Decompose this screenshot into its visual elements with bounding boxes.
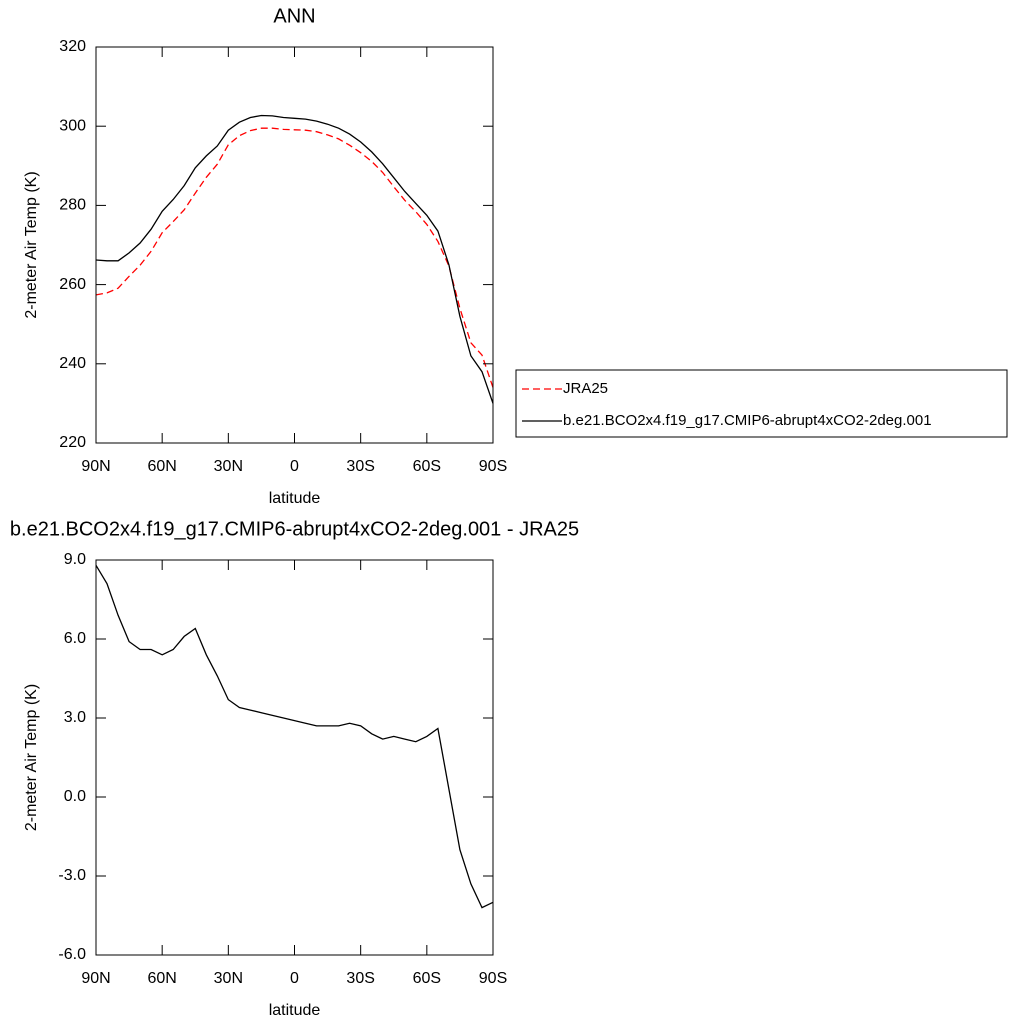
data-line [95, 127, 494, 388]
x-tick-label: 60S [413, 458, 441, 475]
x-tick-label: 0 [290, 970, 299, 987]
x-axis-label: latitude [269, 1002, 321, 1019]
y-axis-label: 2-meter Air Temp (K) [23, 171, 40, 318]
y-tick-label: 300 [59, 117, 86, 134]
data-line [95, 114, 494, 404]
legend-box [515, 369, 1008, 438]
x-tick-label: 90N [81, 970, 110, 987]
y-tick-label: 3.0 [64, 709, 86, 726]
legend-label: b.e21.BCO2x4.f19_g17.CMIP6-abrupt4xCO2-2… [563, 412, 932, 429]
y-tick-label: 240 [59, 355, 86, 372]
x-tick-label: 60N [147, 458, 176, 475]
y-tick-label: -3.0 [58, 867, 86, 884]
x-tick-label: 90S [479, 970, 507, 987]
x-tick-label: 30S [346, 458, 374, 475]
data-line [95, 564, 494, 909]
x-tick-label: 60S [413, 970, 441, 987]
y-tick-label: 9.0 [64, 551, 86, 568]
chart-title: ANN [273, 5, 315, 27]
x-tick-label: 90N [81, 458, 110, 475]
plot-frame [95, 559, 494, 956]
y-tick-label: 280 [59, 197, 86, 214]
x-tick-label: 0 [290, 458, 299, 475]
chart-title: b.e21.BCO2x4.f19_g17.CMIP6-abrupt4xCO2-2… [10, 518, 579, 540]
y-axis-label: 2-meter Air Temp (K) [23, 684, 40, 831]
y-tick-label: 220 [59, 434, 86, 451]
y-tick-label: 0.0 [64, 788, 86, 805]
x-tick-label: 90S [479, 458, 507, 475]
x-axis-label: latitude [269, 490, 321, 507]
x-tick-label: 30N [214, 970, 243, 987]
x-tick-label: 30N [214, 458, 243, 475]
y-tick-label: -6.0 [58, 946, 86, 963]
y-tick-label: 6.0 [64, 630, 86, 647]
legend-label: JRA25 [563, 380, 608, 397]
x-tick-label: 30S [346, 970, 374, 987]
y-tick-label: 320 [59, 38, 86, 55]
y-tick-label: 260 [59, 276, 86, 293]
x-tick-label: 60N [147, 970, 176, 987]
